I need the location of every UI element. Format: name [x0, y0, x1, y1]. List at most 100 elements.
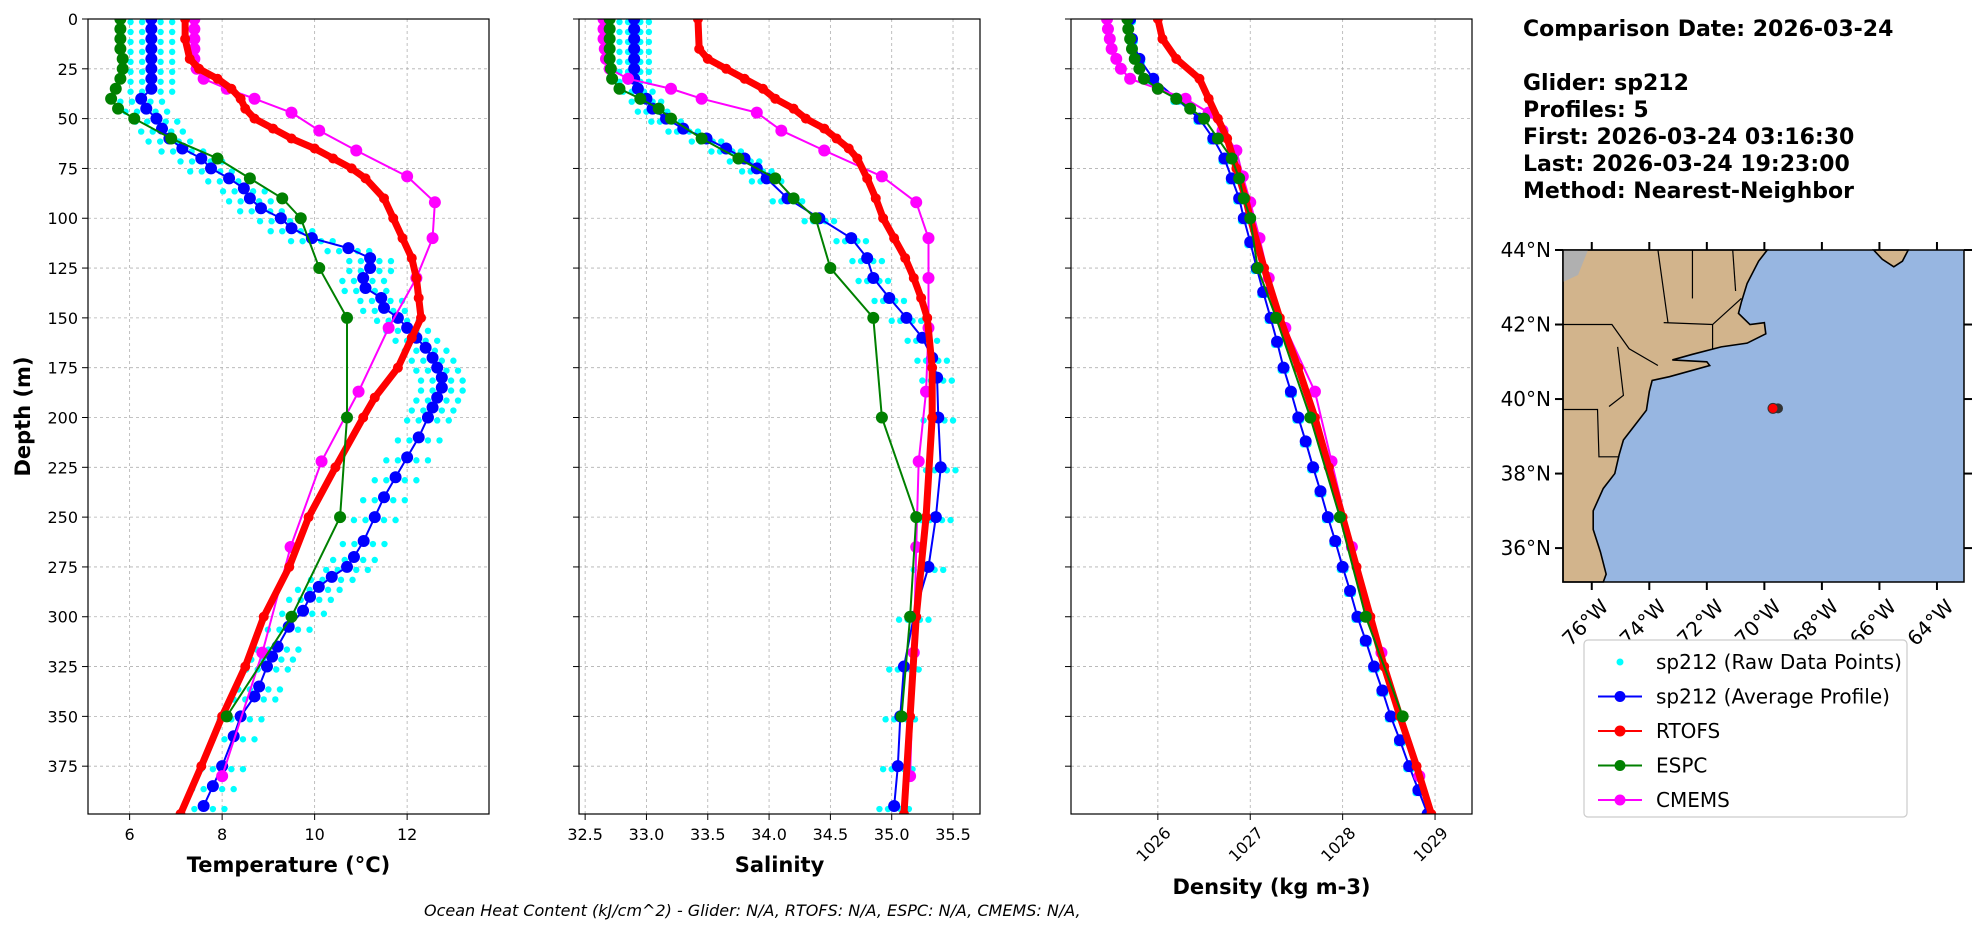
series-point [664, 82, 677, 95]
raw-data-point [216, 178, 224, 185]
raw-data-point [267, 198, 274, 205]
series-point [389, 471, 402, 484]
raw-data-point [168, 38, 176, 46]
y-tick-label: 100 [47, 209, 78, 228]
raw-data-point [429, 387, 436, 394]
series-point [180, 33, 191, 44]
state-border [1732, 249, 1737, 292]
raw-data-point [157, 19, 164, 26]
raw-data-point [237, 198, 244, 205]
raw-data-point [127, 78, 134, 85]
series-point [1396, 710, 1409, 723]
raw-data-point [248, 208, 255, 215]
series-point [284, 561, 295, 572]
series-point [358, 412, 369, 423]
series-point [286, 133, 297, 144]
raw-data-point [138, 28, 146, 36]
series-point [1233, 172, 1246, 185]
raw-data-point [454, 367, 462, 374]
series-point [1333, 511, 1346, 524]
map-lon-label: 64°W [1902, 594, 1958, 650]
raw-data-point [392, 516, 399, 524]
series-point [1147, 72, 1160, 85]
raw-data-point [258, 716, 265, 723]
series-point [426, 232, 439, 245]
series-point [216, 770, 229, 783]
raw-data-point [424, 367, 432, 374]
series-point [1103, 32, 1116, 45]
raw-data-point [320, 610, 328, 617]
raw-data-point [369, 277, 376, 285]
series-point [426, 351, 439, 364]
raw-data-point [337, 576, 345, 584]
raw-data-point [157, 88, 164, 95]
raw-data-point [387, 257, 395, 265]
y-tick-label: 300 [47, 608, 78, 627]
x-axis-label: Density (kg m-3) [1172, 875, 1370, 899]
series-point [1184, 102, 1197, 115]
raw-data-point [871, 297, 878, 305]
series-point [1376, 684, 1389, 697]
raw-data-point [413, 457, 420, 464]
x-tick-label: 32.5 [567, 825, 603, 844]
series-point [695, 132, 708, 145]
legend-item: ESPC [1598, 754, 1707, 778]
series-point [867, 272, 880, 285]
legend-label: CMEMS [1656, 788, 1730, 812]
x-tick-label: 35.5 [935, 825, 971, 844]
series-point [145, 22, 158, 35]
raw-data-point [436, 437, 443, 444]
series-point [421, 411, 434, 424]
series-point [1304, 411, 1317, 424]
raw-data-point [394, 327, 402, 335]
raw-data-point [738, 168, 746, 175]
series-point [1152, 19, 1163, 24]
series-point [109, 82, 122, 95]
series-point [195, 152, 208, 165]
series-point [248, 690, 261, 703]
series-point [237, 182, 250, 195]
raw-data-point [424, 457, 432, 464]
raw-data-point [158, 148, 165, 155]
raw-data-point [359, 496, 367, 504]
raw-data-point [394, 457, 402, 464]
raw-data-point [383, 287, 390, 295]
raw-data-point [273, 666, 280, 673]
raw-data-point [283, 646, 291, 653]
raw-data-point [168, 19, 176, 26]
raw-data-point [438, 407, 446, 414]
raw-data-point [246, 716, 254, 723]
legend-item: RTOFS [1598, 719, 1720, 743]
raw-data-point [188, 158, 196, 165]
x-tick-label: 1028 [1317, 823, 1359, 865]
y-tick-label: 375 [47, 757, 78, 776]
map-lat-label: 44°N [1501, 238, 1551, 262]
plot-area [1101, 19, 1437, 814]
raw-data-point [284, 666, 292, 673]
raw-data-point [748, 178, 756, 185]
raw-data-point [177, 158, 184, 165]
raw-data-point [1429, 813, 1432, 814]
raw-data-point [443, 367, 450, 374]
raw-data-point [198, 168, 205, 175]
series-point [258, 611, 269, 622]
y-tick-label: 275 [47, 558, 78, 577]
raw-data-point [925, 616, 932, 623]
series-point [875, 411, 888, 424]
y-tick-label: 225 [47, 458, 78, 477]
raw-data-point [209, 805, 217, 813]
series-point [428, 196, 441, 209]
series-point [330, 462, 341, 473]
series-point [1222, 133, 1233, 144]
plot-area [105, 19, 466, 814]
series-point [702, 53, 713, 64]
series-point [922, 232, 935, 245]
y-tick-label: 75 [58, 159, 78, 178]
series-point [341, 311, 354, 324]
series-point [357, 535, 370, 548]
series-point [315, 455, 328, 468]
raw-data-point [879, 765, 887, 773]
raw-data-point [371, 307, 378, 315]
raw-data-point [276, 686, 284, 693]
series-point [770, 93, 781, 104]
